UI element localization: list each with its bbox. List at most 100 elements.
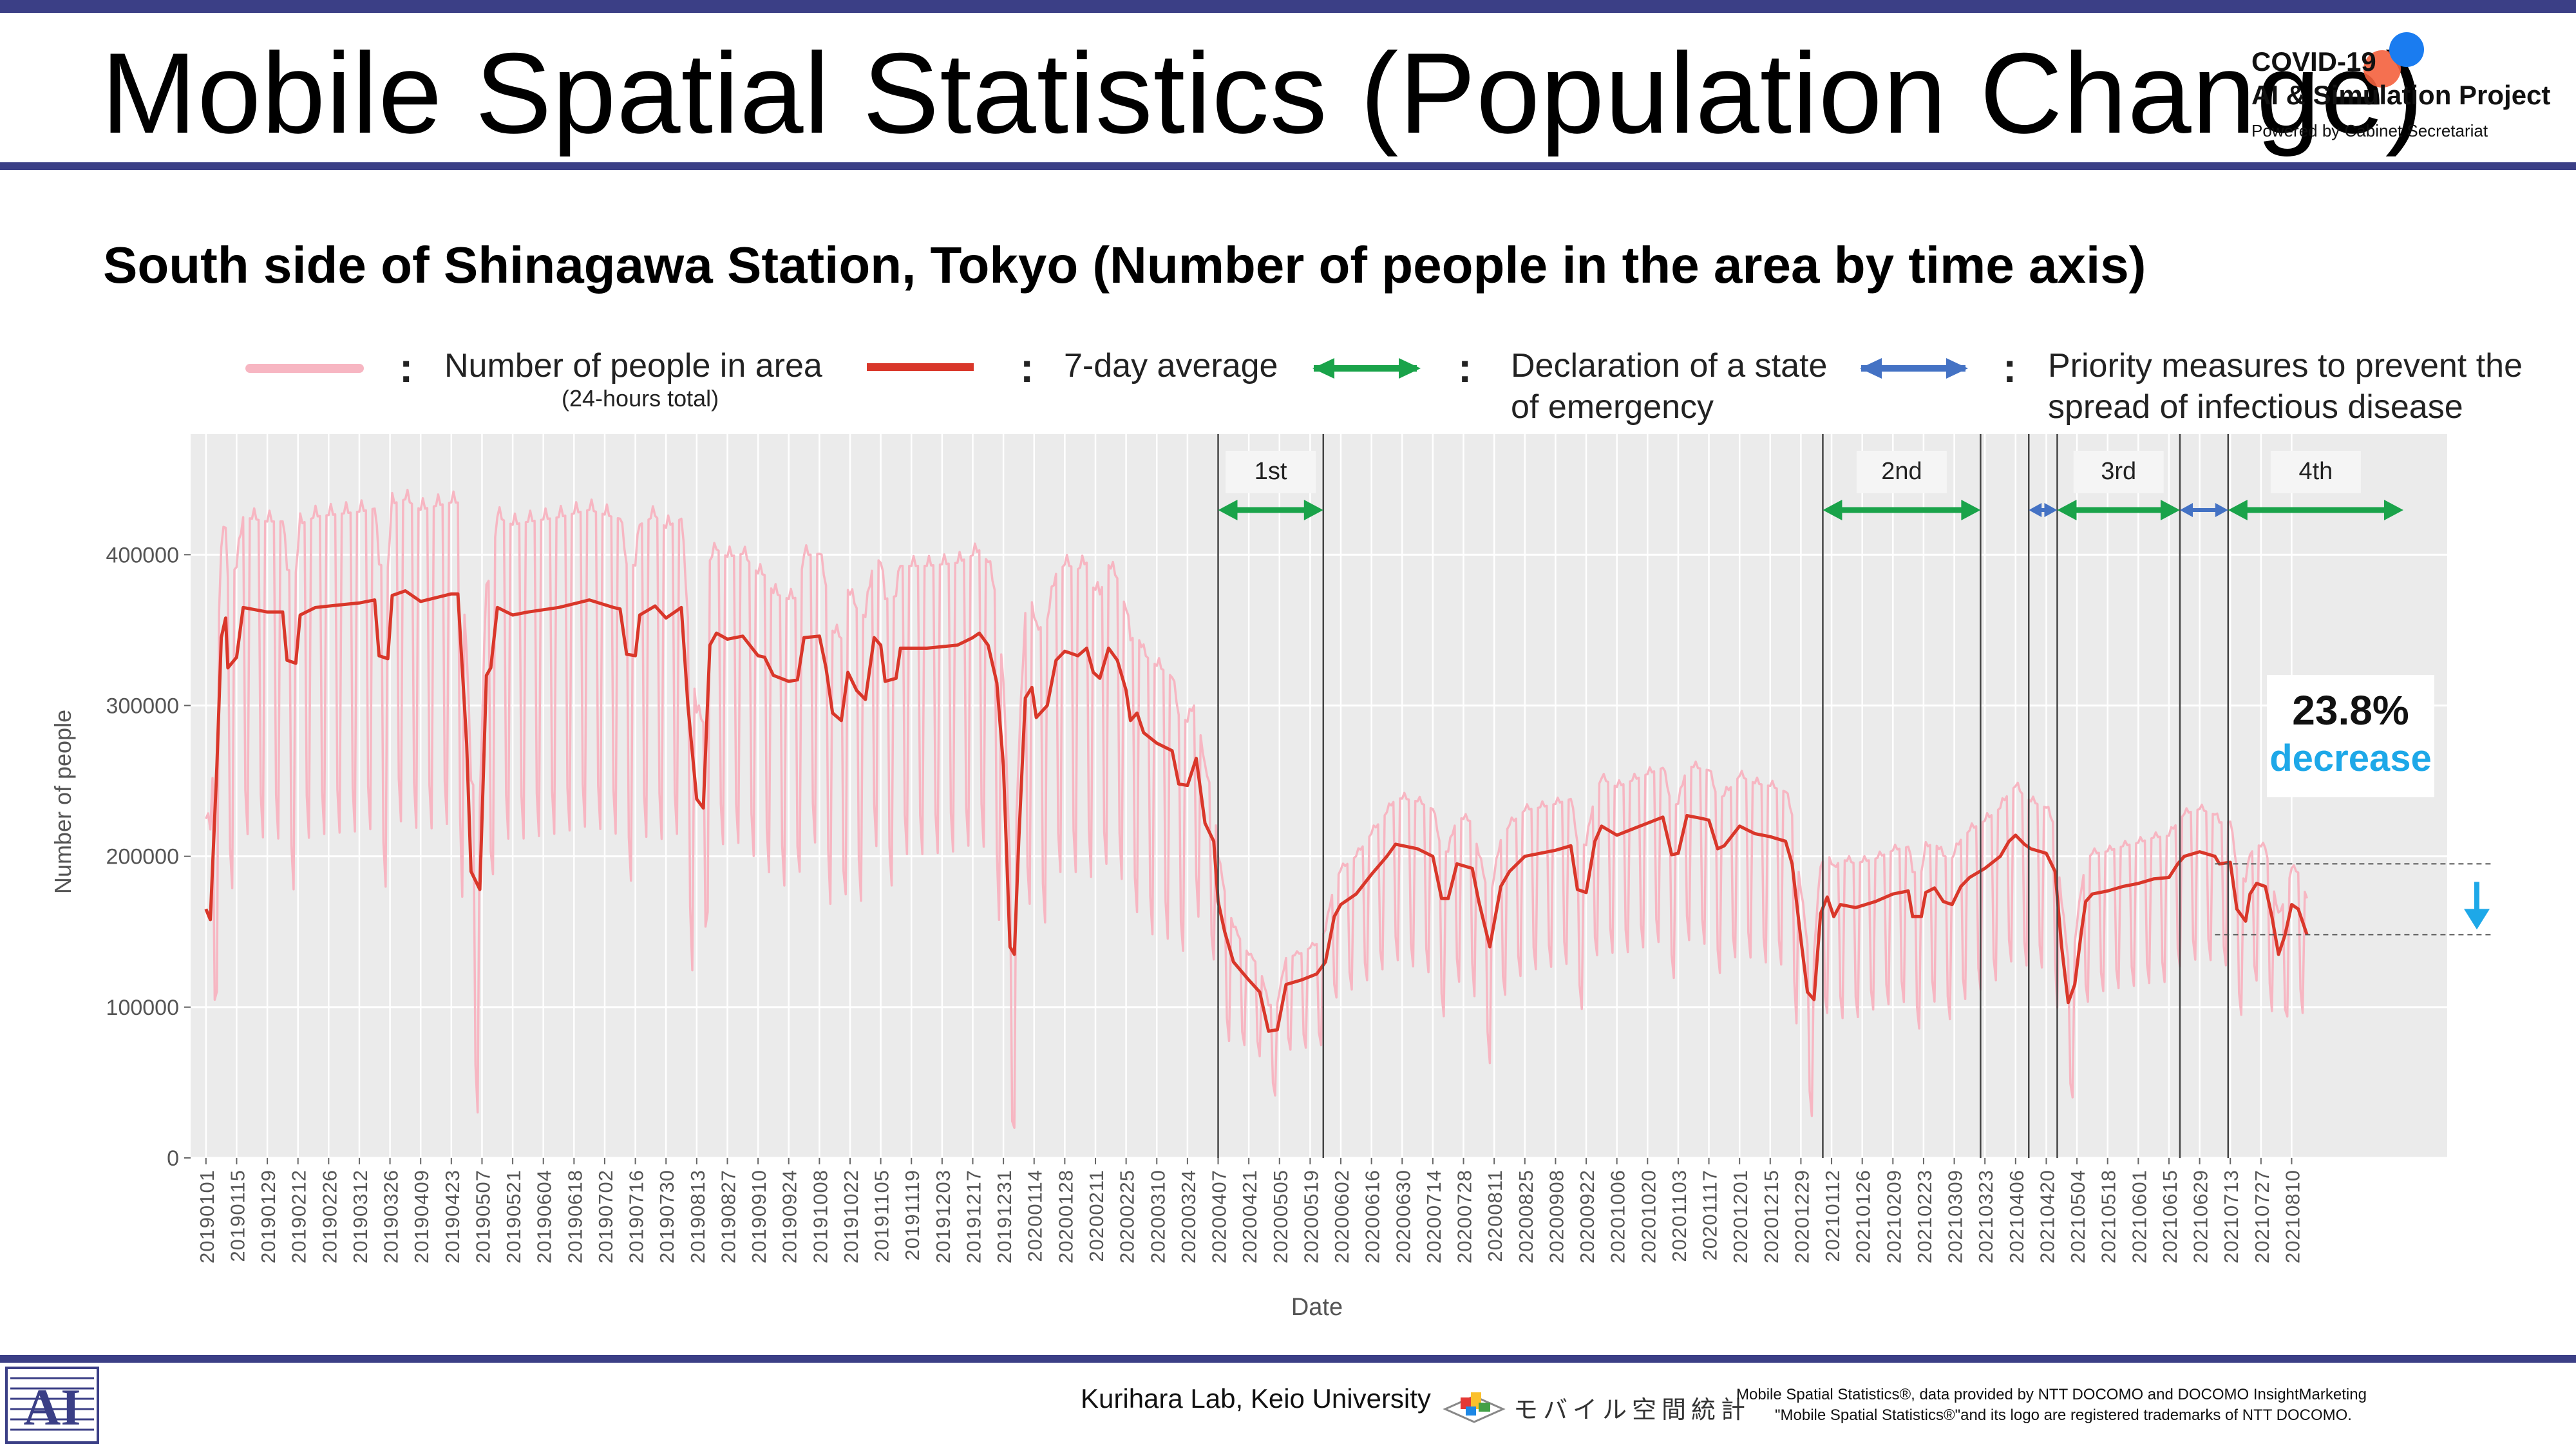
- page-title: Mobile Spatial Statistics (Population Ch…: [101, 29, 2424, 157]
- x-tick-label: 20200211: [1085, 1170, 1108, 1262]
- emergency-arrowhead-right: [1961, 500, 1981, 520]
- x-tick-label: 20200825: [1515, 1170, 1537, 1264]
- period-label: 1st: [1255, 458, 1287, 485]
- x-tick-label: 20200811: [1484, 1170, 1506, 1262]
- y-tick-label: 100000: [106, 996, 179, 1020]
- x-tick-label: 20201117: [1699, 1170, 1721, 1260]
- logo-dot-blue: [2389, 32, 2424, 67]
- emergency-arrowhead-right: [2383, 500, 2403, 520]
- legend-swatches: [245, 358, 1968, 379]
- x-tick-label: 20190101: [196, 1170, 218, 1264]
- x-tick-label: 20190730: [656, 1170, 678, 1264]
- x-tick-label: 20200421: [1238, 1170, 1261, 1264]
- y-tick-label: 0: [167, 1146, 179, 1171]
- x-tick-label: 20190115: [226, 1170, 249, 1262]
- x-axis-title: Date: [1291, 1294, 1343, 1321]
- x-tick-label: 20201103: [1668, 1170, 1690, 1262]
- legend-emergency-label-2: of emergency: [1511, 388, 1714, 426]
- period-label-box: [2073, 451, 2164, 493]
- x-tick-label: 20200602: [1331, 1170, 1353, 1264]
- x-tick-label: 20190312: [349, 1170, 372, 1264]
- x-tick-label: 20200714: [1423, 1170, 1445, 1264]
- x-tick-label: 20190521: [502, 1170, 525, 1264]
- x-tick-label: 20210629: [2190, 1170, 2212, 1264]
- x-tick-label: 20191203: [932, 1170, 954, 1264]
- x-tick-label: 20210420: [2036, 1170, 2058, 1264]
- legend-colon-4: :: [2003, 345, 2017, 391]
- logo-line-2: AI & Simulation Project: [2251, 80, 2551, 110]
- x-tick-label: 20210518: [2098, 1170, 2120, 1264]
- top-accent-bar: [0, 0, 2576, 13]
- footer-note-line-1: Mobile Spatial Statistics®, data provide…: [1736, 1386, 2367, 1403]
- legend-priority-label-1: Priority measures to prevent the: [2048, 347, 2523, 384]
- title-underline: [0, 162, 2576, 170]
- emergency-arrowhead-right: [2160, 500, 2180, 520]
- x-tick-label: 20190423: [441, 1170, 464, 1264]
- legend-colon-3: :: [1458, 345, 1472, 391]
- legend-colon-1: :: [399, 345, 413, 391]
- logo-line-1: COVID-19: [2251, 46, 2376, 77]
- priority-arrowhead-left: [2029, 503, 2042, 517]
- x-tick-label: 20190326: [380, 1170, 402, 1264]
- x-tick-label: 20200505: [1269, 1170, 1292, 1264]
- x-tick-label: 20191022: [840, 1170, 862, 1264]
- x-tick-label: 20210309: [1944, 1170, 1967, 1264]
- emergency-arrowhead-left: [1823, 500, 1842, 520]
- x-tick-label: 20210126: [1852, 1170, 1875, 1264]
- seven-day-average-series: [204, 589, 2309, 1033]
- priority-arrowhead-left: [2179, 503, 2193, 517]
- footer-accent-bar: [0, 1355, 2576, 1363]
- legend-daily-label: Number of people in area: [444, 347, 822, 384]
- footer-mobile-jp: モバイル空間統計: [1513, 1397, 1751, 1424]
- x-tick-label: 20190924: [779, 1170, 801, 1264]
- x-tick-label: 20200922: [1576, 1170, 1598, 1264]
- legend-colon-2: :: [1020, 345, 1034, 391]
- x-tick-label: 20201006: [1607, 1170, 1629, 1264]
- x-tick-label: 20210112: [1821, 1170, 1844, 1262]
- x-tick-label: 20200519: [1300, 1170, 1322, 1264]
- x-tick-label: 20190226: [318, 1170, 341, 1264]
- svg-text:AI: AI: [24, 1379, 81, 1436]
- kurihara-lab-logo: AI: [5, 1367, 99, 1444]
- x-tick-label: 20190910: [748, 1170, 770, 1264]
- decrease-word: decrease: [2269, 737, 2432, 779]
- x-tick-label: 20210406: [2005, 1170, 2028, 1264]
- legend-priority-arrow: [1860, 358, 1968, 379]
- x-tick-label: 20201229: [1790, 1170, 1813, 1264]
- legend-daily-sublabel: (24-hours total): [562, 385, 719, 412]
- mobile-spatial-logo: [1443, 1392, 1506, 1423]
- x-tick-label: 20210713: [2220, 1170, 2242, 1264]
- x-tick-label: 20210323: [1975, 1170, 1997, 1264]
- x-tick-label: 20210810: [2281, 1170, 2304, 1264]
- x-tick-label: 20210615: [2159, 1170, 2181, 1264]
- x-tick-label: 20200225: [1116, 1170, 1139, 1264]
- x-tick-label: 20200908: [1545, 1170, 1567, 1264]
- x-tick-label: 20200630: [1392, 1170, 1414, 1264]
- x-tick-label: 20190618: [564, 1170, 586, 1264]
- x-tick-label: 20210601: [2128, 1170, 2150, 1264]
- plot-background: [191, 434, 2447, 1158]
- y-tick-label: 300000: [106, 694, 179, 719]
- x-tick-label: 20190604: [533, 1170, 556, 1264]
- period-label: 3rd: [2101, 458, 2136, 485]
- x-tick-label: 20190212: [288, 1170, 310, 1264]
- period-label: 2nd: [1881, 458, 1922, 485]
- legend-emergency-label-1: Declaration of a state: [1511, 347, 1828, 384]
- period-label-box: [1226, 451, 1316, 493]
- footer-lab-name: Kurihara Lab, Keio University: [1081, 1383, 1431, 1414]
- x-tick-label: 20190702: [594, 1170, 617, 1264]
- decrease-arrow-head: [2464, 909, 2490, 930]
- x-tick-label: 20201215: [1760, 1170, 1783, 1264]
- daily-people-series: [205, 488, 2308, 1129]
- x-tick-label: 20200310: [1146, 1170, 1169, 1264]
- x-tick-label: 20201201: [1729, 1170, 1752, 1264]
- x-tick-label: 20191119: [901, 1170, 923, 1260]
- x-tick-label: 20210223: [1913, 1170, 1936, 1264]
- x-tick-label: 20210504: [2067, 1170, 2089, 1264]
- x-tick-label: 20191217: [962, 1170, 985, 1264]
- y-tick-label: 200000: [106, 845, 179, 869]
- x-tick-label: 20191008: [809, 1170, 831, 1264]
- x-tick-label: 20191105: [871, 1170, 893, 1262]
- x-tick-label: 20190827: [717, 1170, 739, 1264]
